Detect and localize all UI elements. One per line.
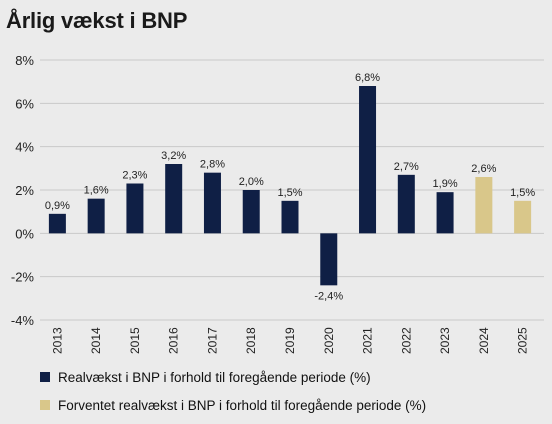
y-tick-label: 2% bbox=[15, 183, 34, 198]
y-tick-label: -4% bbox=[11, 313, 35, 328]
bar bbox=[126, 183, 144, 234]
legend: Realvækst i BNP i forhold til foregående… bbox=[40, 368, 426, 424]
data-label: 3,2% bbox=[161, 150, 186, 162]
y-tick-label: -2% bbox=[11, 270, 35, 285]
x-tick-label: 2021 bbox=[361, 327, 375, 354]
data-label: 2,8% bbox=[200, 159, 225, 171]
x-tick-label: 2022 bbox=[399, 327, 413, 354]
legend-swatch-forecast bbox=[40, 400, 50, 410]
x-tick-label: 2020 bbox=[322, 327, 336, 354]
legend-item-forecast: Forventet realvækst i BNP i forhold til … bbox=[40, 396, 426, 414]
data-label: -2,4% bbox=[314, 290, 343, 302]
data-label: 2,7% bbox=[394, 161, 419, 173]
data-label: 2,0% bbox=[239, 176, 264, 188]
data-label: 1,5% bbox=[277, 187, 302, 199]
chart-title: Årlig vækst i BNP bbox=[6, 8, 188, 33]
x-tick-label: 2015 bbox=[128, 327, 142, 354]
x-tick-label: 2018 bbox=[244, 327, 258, 354]
y-tick-label: 8% bbox=[15, 53, 34, 68]
x-tick-label: 2023 bbox=[438, 327, 452, 354]
bar bbox=[281, 200, 299, 234]
bar bbox=[514, 200, 532, 234]
y-tick-label: 0% bbox=[15, 226, 34, 241]
data-label: 1,9% bbox=[433, 178, 458, 190]
data-label: 1,6% bbox=[84, 185, 109, 197]
bar bbox=[436, 192, 454, 234]
bar bbox=[165, 164, 183, 234]
bar bbox=[359, 86, 377, 234]
x-tick-label: 2024 bbox=[477, 327, 491, 354]
legend-label-forecast: Forventet realvækst i BNP i forhold til … bbox=[58, 397, 427, 413]
legend-label-actual: Realvækst i BNP i forhold til foregående… bbox=[58, 369, 371, 385]
x-tick-label: 2019 bbox=[283, 327, 297, 354]
data-label: 6,8% bbox=[355, 72, 380, 84]
legend-item-actual: Realvækst i BNP i forhold til foregående… bbox=[40, 368, 426, 386]
x-tick-label: 2013 bbox=[50, 327, 64, 354]
y-tick-label: 4% bbox=[15, 140, 34, 155]
data-label: 0,9% bbox=[45, 200, 70, 212]
bar bbox=[203, 172, 221, 234]
bar-chart: -4% -2% 0% 2% 4% 6% 8% 0,9% 2013 1,6% 2014 2,3% 2015… bbox=[11, 53, 544, 354]
bar bbox=[320, 233, 338, 286]
data-label: 1,5% bbox=[510, 187, 535, 199]
y-tick-label: 6% bbox=[15, 96, 34, 111]
bar bbox=[475, 177, 493, 234]
data-label: 2,6% bbox=[471, 163, 496, 175]
bar bbox=[242, 190, 260, 234]
bar bbox=[87, 198, 105, 234]
legend-swatch-actual bbox=[40, 372, 50, 382]
x-tick-label: 2025 bbox=[516, 327, 530, 354]
x-tick-label: 2017 bbox=[205, 327, 219, 354]
bar bbox=[397, 174, 415, 234]
bar bbox=[48, 213, 66, 234]
data-label: 2,3% bbox=[122, 170, 147, 182]
x-tick-label: 2014 bbox=[89, 327, 103, 354]
x-tick-label: 2016 bbox=[167, 327, 181, 354]
